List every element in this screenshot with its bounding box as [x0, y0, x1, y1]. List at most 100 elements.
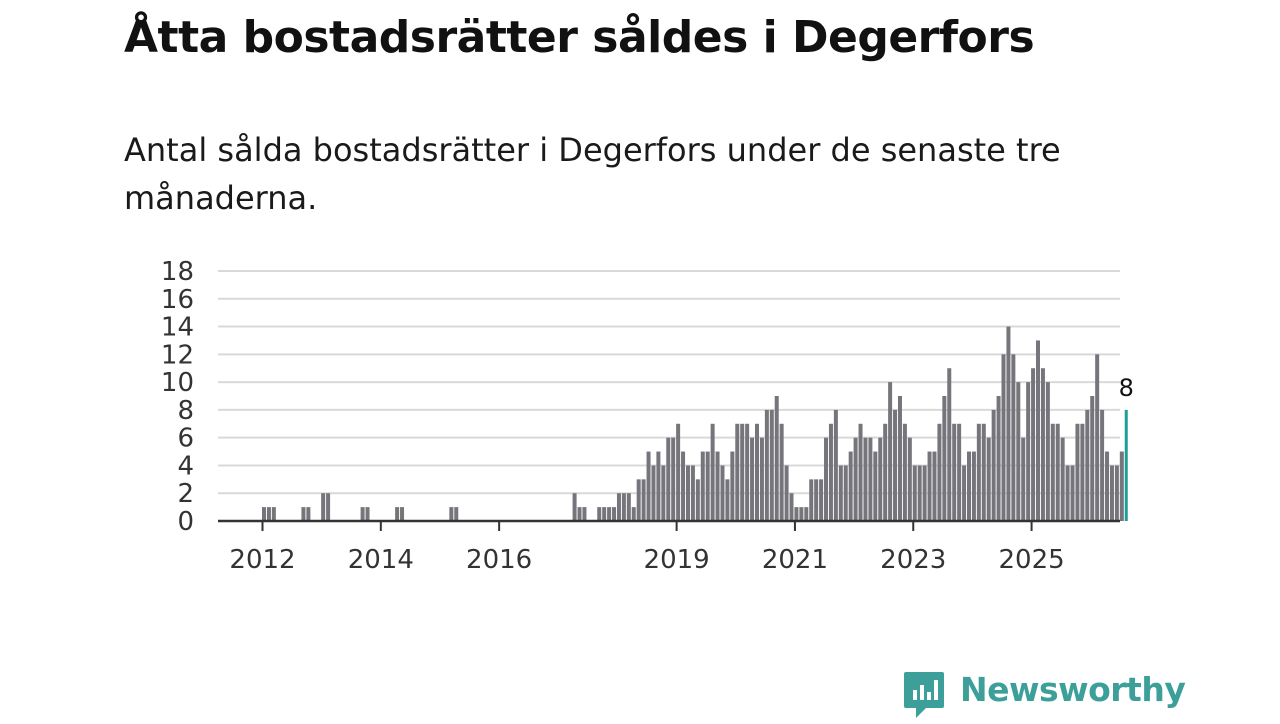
bar [1016, 382, 1021, 521]
bar [695, 479, 700, 521]
bar [607, 507, 612, 521]
bar [927, 451, 932, 521]
x-tick-label-2016: 2016 [466, 545, 532, 575]
bar [799, 507, 804, 521]
bar [400, 507, 405, 521]
bar [1075, 423, 1080, 521]
bar [690, 465, 695, 521]
bar [922, 465, 927, 521]
bar [360, 507, 365, 521]
bar [321, 493, 326, 521]
bar [1031, 368, 1036, 521]
bar [1085, 409, 1090, 521]
bar [893, 409, 898, 521]
bar [838, 465, 843, 521]
bar [833, 409, 838, 521]
bar [735, 423, 740, 521]
bar [759, 437, 764, 521]
bar [991, 409, 996, 521]
x-tick-label-2025: 2025 [998, 545, 1064, 575]
bar [902, 423, 907, 521]
bar [1105, 451, 1110, 521]
bar [819, 479, 824, 521]
bar [912, 465, 917, 521]
bar [789, 493, 794, 521]
highlight-bar [1124, 409, 1128, 521]
bar [646, 451, 651, 521]
x-tick-label-2019: 2019 [644, 545, 710, 575]
bar [981, 423, 986, 521]
newsworthy-logo-text: Newsworthy [960, 670, 1186, 709]
bar [878, 437, 883, 521]
bar [602, 507, 607, 521]
bar [779, 423, 784, 521]
bar [271, 507, 276, 521]
bar [306, 507, 311, 521]
bar [1100, 409, 1105, 521]
bar [641, 479, 646, 521]
bar [952, 423, 957, 521]
bar [804, 507, 809, 521]
bar [651, 465, 656, 521]
bar [1011, 354, 1016, 521]
bar [454, 507, 459, 521]
chart-title: Åtta bostadsrätter såldes i Degerfors [124, 12, 1035, 63]
bar [814, 479, 819, 521]
x-tick-label-2014: 2014 [348, 545, 414, 575]
y-tick-label-12: 12 [161, 340, 194, 370]
bar [1095, 354, 1100, 521]
y-tick-label-6: 6 [177, 424, 194, 454]
bar [863, 437, 868, 521]
newsworthy-logo: Newsworthy [902, 668, 1186, 720]
bar [301, 507, 306, 521]
bar [937, 423, 942, 521]
bar [947, 368, 952, 521]
bar [597, 507, 602, 521]
bar [784, 465, 789, 521]
bar [636, 479, 641, 521]
bar [868, 437, 873, 521]
x-tick-label-2012: 2012 [229, 545, 295, 575]
bar [666, 437, 671, 521]
bar [1036, 340, 1041, 521]
y-tick-label-4: 4 [177, 451, 194, 481]
bar [671, 437, 676, 521]
bar [1109, 465, 1114, 521]
bar [942, 396, 947, 521]
y-tick-label-10: 10 [161, 368, 194, 398]
bar [621, 493, 626, 521]
bar [326, 493, 331, 521]
bar [685, 465, 690, 521]
bar [577, 507, 582, 521]
y-tick-label-18: 18 [161, 257, 194, 287]
y-tick-label-14: 14 [161, 313, 194, 343]
bar [720, 465, 725, 521]
bar [1026, 382, 1031, 521]
bar [774, 396, 779, 521]
bar [755, 423, 759, 521]
bar [582, 507, 587, 521]
bar [681, 451, 686, 521]
bar [1001, 354, 1006, 521]
bar [858, 423, 863, 521]
bar [873, 451, 878, 521]
highlight-value-label: 8 [1119, 374, 1134, 402]
x-tick-label-2023: 2023 [880, 545, 946, 575]
bar [769, 409, 774, 521]
bar [740, 423, 745, 521]
bar [750, 437, 755, 521]
bar [1080, 423, 1085, 521]
bar [971, 451, 976, 521]
bar [626, 493, 631, 521]
bar [572, 493, 577, 521]
bar [966, 451, 971, 521]
bar [631, 507, 636, 521]
bar [888, 382, 893, 521]
bar [794, 507, 799, 521]
bar [449, 507, 454, 521]
bar [897, 396, 902, 521]
bar [764, 409, 769, 521]
bar [843, 465, 848, 521]
bar [962, 465, 967, 521]
bar [986, 437, 991, 521]
